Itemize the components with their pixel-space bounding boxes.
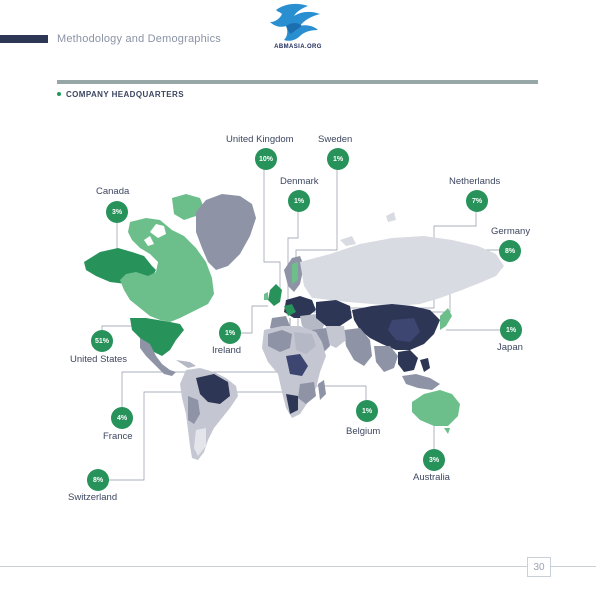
badge-denmark: 1% [288,190,310,212]
chart-subheading: COMPANY HEADQUARTERS [57,90,184,99]
bullet-dot-icon [57,91,61,96]
header-divider [57,80,538,84]
label-united-kingdom: United Kingdom [226,134,294,145]
label-denmark: Denmark [280,176,319,187]
label-ireland: Ireland [212,345,242,356]
badge-belgium: 1% [356,400,378,422]
section-title: Methodology and Demographics [57,33,221,45]
label-sweden: Sweden [318,134,353,145]
badge-ireland: 1% [219,322,241,344]
label-canada: Canada [96,186,130,197]
badge-united-states: 51% [91,330,113,352]
label-australia: Australia [413,472,450,483]
badge-france: 4% [111,407,133,429]
badge-switzerland: 8% [87,469,109,491]
page-number: 30 [527,557,551,577]
badge-japan: 1% [500,319,522,341]
badge-united-kingdom: 10% [255,148,277,170]
label-germany: Germany [491,226,531,237]
label-united-states: United States [70,354,128,365]
label-switzerland: Switzerland [68,492,118,503]
badge-sweden: 1% [327,148,349,170]
label-japan: Japan [497,342,523,353]
badge-canada: 3% [106,201,128,223]
label-netherlands: Netherlands [449,176,501,187]
footer-divider [0,566,596,567]
badge-australia: 3% [423,449,445,471]
badge-germany: 8% [499,240,521,262]
label-belgium: Belgium [346,426,381,437]
eagle-logo-icon [266,0,330,56]
header-accent-bar [0,35,48,43]
badge-netherlands: 7% [466,190,488,212]
logo-wordmark: ABMASIA.ORG [274,44,322,50]
label-france: France [103,431,133,442]
